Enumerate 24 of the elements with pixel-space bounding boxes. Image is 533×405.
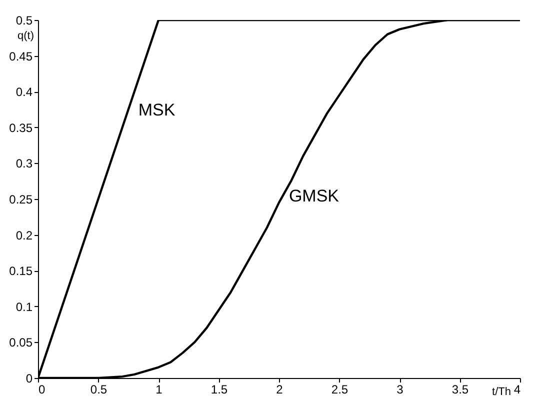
x-tick-label: 3 [396, 382, 404, 396]
x-tick-label: 2 [276, 382, 284, 396]
annotation: GMSK [288, 186, 340, 206]
x-tick-label: 4 [514, 382, 521, 396]
annotation: MSK [138, 100, 176, 120]
x-tick-label: 0.5 [90, 382, 108, 396]
x-tick-label: 1 [156, 382, 163, 396]
x-axis-title: t/Th [492, 386, 511, 398]
y-tick-label: 0.5 [16, 14, 33, 28]
y-tick-label: 0.15 [9, 264, 33, 278]
y-tick-label: 0.25 [9, 192, 33, 206]
y-tick-label: 0.2 [16, 228, 33, 242]
y-axis-title: q(t) [18, 30, 34, 42]
y-tick-label: 0.4 [16, 85, 33, 100]
y-tick-label: 0.45 [9, 49, 33, 64]
y-tick-label: 0 [26, 372, 33, 386]
y-tick-label: 0.35 [9, 120, 33, 135]
y-tick-label: 0.1 [16, 300, 33, 314]
x-tick-label: 2.5 [331, 382, 348, 396]
y-tick-label: 0.05 [9, 336, 33, 350]
x-tick-label: 0 [38, 382, 46, 396]
x-tick-label: 1.5 [210, 382, 228, 396]
x-tick-label: 3.5 [452, 382, 469, 396]
y-tick-label: 0.3 [16, 156, 33, 171]
